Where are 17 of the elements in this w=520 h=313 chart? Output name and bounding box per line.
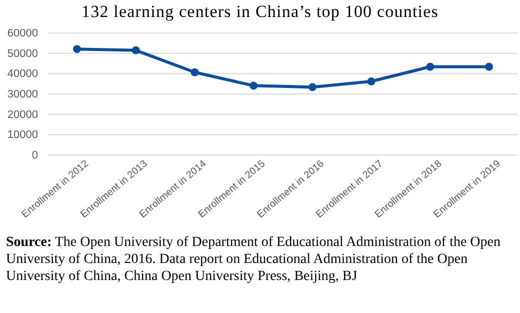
point xyxy=(132,46,140,54)
point xyxy=(73,45,81,54)
text: Source: The Open University of Department of Educational Administration of the Open University of China, 2016. Data report on Educational Administration of the Open University of China, China Open University Press, Beijing, BJ xyxy=(6,235,500,284)
y-tick-label: 50000 xyxy=(7,48,38,60)
point xyxy=(485,62,493,71)
y-tick-label: 0 xyxy=(32,150,38,162)
point xyxy=(426,62,434,71)
chart-title: 132 learning centers in China’s top 100 counties xyxy=(82,2,438,21)
y-tick-label: 40000 xyxy=(7,68,38,80)
point xyxy=(367,77,376,86)
y-tick-label: 10000 xyxy=(7,129,38,142)
point xyxy=(308,83,316,92)
point xyxy=(250,82,258,90)
y-tick-label: 60000 xyxy=(7,28,38,40)
y-tick-label: 20000 xyxy=(7,108,38,121)
y-tick-label: 30000 xyxy=(7,88,38,101)
point xyxy=(190,68,199,76)
